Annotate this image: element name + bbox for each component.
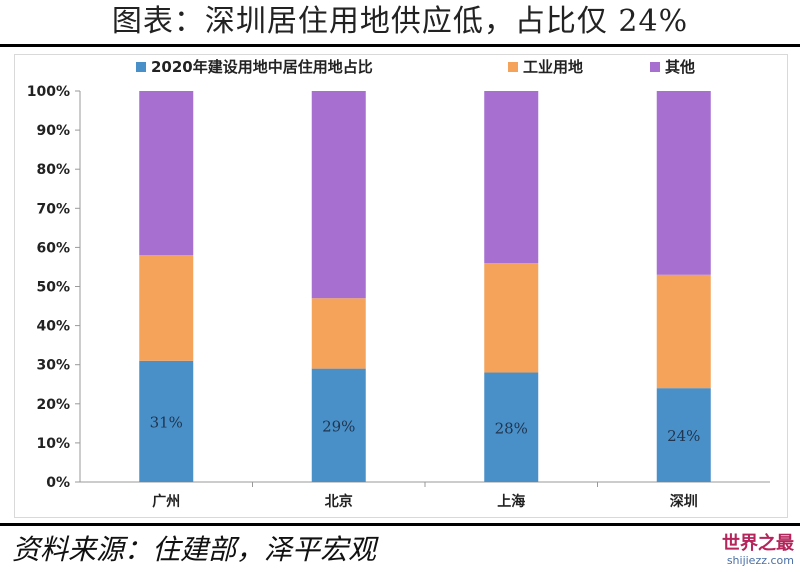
y-tick-label: 90% — [36, 123, 70, 139]
bar-residential-1 — [139, 360, 194, 482]
y-tick-label: 100% — [27, 84, 70, 100]
x-tick-label: 广州 — [152, 493, 180, 510]
legend-label-industrial: 工业用地 — [523, 58, 583, 76]
legend-swatch-industrial — [508, 62, 518, 72]
footer-rule — [0, 523, 800, 526]
bar-industrial-1 — [139, 255, 194, 361]
y-tick-label: 40% — [36, 319, 70, 335]
y-tick-label: 20% — [36, 397, 70, 413]
data-label: 31% — [150, 413, 183, 431]
y-tick-label: 50% — [36, 280, 70, 296]
legend-swatch-residential — [136, 62, 146, 72]
bar-residential-3 — [484, 372, 539, 482]
watermark-logo: 世界之最 shijiezz.com — [698, 534, 794, 568]
bar-other-1 — [139, 91, 194, 256]
watermark-main: 世界之最 — [722, 533, 794, 554]
bar-other-2 — [311, 91, 366, 299]
watermark-sub: shijiezz.com — [726, 554, 794, 567]
legend-swatch-other — [650, 62, 660, 72]
bar-industrial-3 — [484, 263, 539, 373]
y-tick-label: 10% — [36, 436, 70, 452]
bar-other-3 — [484, 91, 539, 264]
legend-label-other: 其他 — [665, 58, 695, 76]
data-label: 24% — [667, 427, 700, 445]
chart-title: 图表：深圳居住用地供应低，占比仅 24% — [111, 4, 689, 39]
legend-label-residential: 2020年建设用地中居住用地占比 — [151, 58, 373, 76]
y-tick-label: 0% — [46, 475, 70, 491]
y-tick-label: 80% — [36, 162, 70, 178]
x-tick-label: 上海 — [497, 493, 525, 510]
source-note: 资料来源：住建部，泽平宏观 — [12, 533, 377, 566]
x-tick-label: 深圳 — [670, 493, 698, 510]
data-label: 28% — [495, 419, 528, 437]
bar-residential-2 — [311, 368, 366, 482]
bar-other-4 — [656, 91, 711, 275]
bar-residential-4 — [656, 388, 711, 482]
bar-industrial-2 — [311, 298, 366, 369]
y-tick-label: 60% — [36, 240, 70, 256]
data-label: 29% — [322, 417, 355, 435]
y-tick-label: 70% — [36, 201, 70, 217]
title-rule — [0, 44, 800, 47]
y-tick-label: 30% — [36, 358, 70, 374]
bar-industrial-4 — [656, 274, 711, 389]
x-tick-label: 北京 — [325, 493, 353, 510]
